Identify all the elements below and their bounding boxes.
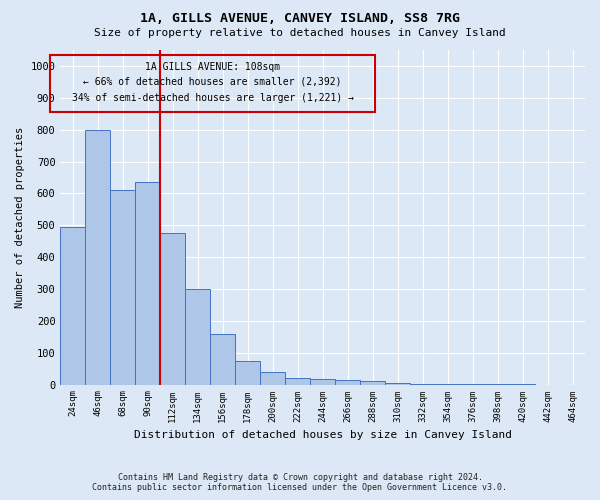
Bar xyxy=(160,233,185,384)
Bar xyxy=(260,372,285,384)
Bar xyxy=(185,289,210,384)
Text: 1A, GILLS AVENUE, CANVEY ISLAND, SS8 7RG: 1A, GILLS AVENUE, CANVEY ISLAND, SS8 7RG xyxy=(140,12,460,26)
Bar xyxy=(61,227,85,384)
Bar xyxy=(136,182,160,384)
Text: 1A GILLS AVENUE: 108sqm: 1A GILLS AVENUE: 108sqm xyxy=(145,62,280,72)
Bar xyxy=(110,190,136,384)
Bar xyxy=(335,380,360,384)
Bar xyxy=(210,334,235,384)
Text: Contains HM Land Registry data © Crown copyright and database right 2024.
Contai: Contains HM Land Registry data © Crown c… xyxy=(92,473,508,492)
Text: Size of property relative to detached houses in Canvey Island: Size of property relative to detached ho… xyxy=(94,28,506,38)
Bar xyxy=(85,130,110,384)
Bar xyxy=(310,379,335,384)
Bar xyxy=(285,378,310,384)
Text: ← 66% of detached houses are smaller (2,392): ← 66% of detached houses are smaller (2,… xyxy=(83,77,342,87)
Bar xyxy=(385,383,410,384)
X-axis label: Distribution of detached houses by size in Canvey Island: Distribution of detached houses by size … xyxy=(134,430,512,440)
Bar xyxy=(235,360,260,384)
Text: 34% of semi-detached houses are larger (1,221) →: 34% of semi-detached houses are larger (… xyxy=(71,94,353,104)
Bar xyxy=(360,382,385,384)
Y-axis label: Number of detached properties: Number of detached properties xyxy=(15,126,25,308)
